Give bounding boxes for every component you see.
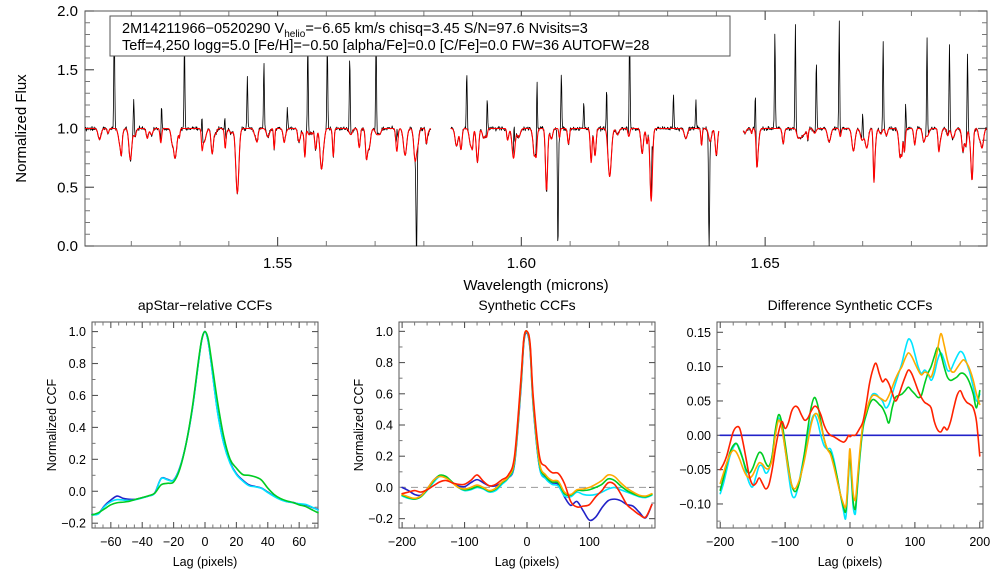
ccf-series-visit-1 <box>91 330 319 516</box>
y-tick-label: 0.2 <box>69 453 86 467</box>
x-tick-label: −60 <box>100 535 121 549</box>
x-tick-label: −100 <box>450 535 478 549</box>
y-tick-label: 0.05 <box>687 394 711 408</box>
x-tick-label: 0 <box>524 535 531 549</box>
y-tick-label: 0.10 <box>687 360 711 374</box>
x-tick-label: 20 <box>229 535 243 549</box>
panel-ylabel: Normalized CCF <box>45 378 59 471</box>
plot-frame <box>398 321 656 529</box>
x-tick-label: 0 <box>202 535 209 549</box>
y-tick-label: −0.10 <box>679 497 711 511</box>
x-tick-label: −200 <box>388 535 416 549</box>
apstar-relative-ccf-panel: apStar−relative CCFs −0.2 0.0 0.2 0.4 0.6 0.8 1… <box>45 297 319 569</box>
synthetic-ccf-panel: Synthetic CCFs −0.2 0.0 0.2 0.4 0.6 0.8 1.0 −200… <box>352 297 656 569</box>
model-spectrum-chip-1 <box>84 127 432 194</box>
x-tick-label: 200 <box>969 535 990 549</box>
model-spectrum-chip-3 <box>742 127 987 183</box>
y-tick-label: 0.0 <box>69 485 86 499</box>
ccf-series-visit-3 <box>91 330 319 516</box>
y-tick-label: 0.5 <box>57 179 78 196</box>
plot-frame <box>716 321 984 529</box>
y-tick-label: 0.8 <box>376 356 393 370</box>
y-tick-label: 0.8 <box>69 357 86 371</box>
panel-xlabel: Lag (pixels) <box>495 555 560 569</box>
panel-title: Difference Synthetic CCFs <box>768 297 933 313</box>
panel-ylabel: Normalized CCF <box>352 378 366 471</box>
y-tick-label: 0.0 <box>376 481 393 495</box>
y-tick-label: 0.0 <box>57 238 78 255</box>
ccf-series-diff-5 <box>719 362 981 490</box>
y-tick-label: 2.0 <box>57 3 78 20</box>
x-tick-label: −200 <box>706 535 734 549</box>
y-tick-label: −0.2 <box>368 512 393 526</box>
y-tick-label: −0.05 <box>679 463 711 477</box>
y-tick-label: −0.2 <box>61 517 86 531</box>
ccf-series-synth-3 <box>401 330 653 500</box>
annotation-line-2: Teff=4,250 logg=5.0 [Fe/H]=−0.50 [alpha/… <box>122 38 649 54</box>
x-tick-label: 0 <box>847 535 854 549</box>
ccf-series-synth-1 <box>401 331 653 522</box>
ccf-series-synth-5 <box>401 330 653 519</box>
y-tick-label: 0.4 <box>69 421 86 435</box>
spectrum-ylabel: Normalized Flux <box>13 74 30 183</box>
annotation-box <box>109 15 731 57</box>
y-tick-label: 1.0 <box>69 325 86 339</box>
x-tick-label: −40 <box>132 535 153 549</box>
difference-synthetic-ccf-panel: Difference Synthetic CCFs −0.10 −0.05 0.00 0… <box>679 297 990 569</box>
panel-xlabel: Lag (pixels) <box>818 555 883 569</box>
x-tick-label: 40 <box>261 535 275 549</box>
y-tick-label: 0.00 <box>687 429 711 443</box>
annotation-line-1: 2M14211966−0520290 Vhelio=−6.65 km/s chi… <box>122 21 588 40</box>
y-tick-label: 0.15 <box>687 326 711 340</box>
ccf-series-visit-2 <box>91 330 319 516</box>
ccf-series-diff-3 <box>719 346 981 514</box>
y-tick-label: 1.0 <box>57 121 78 138</box>
x-tick-label: 1.60 <box>507 255 536 272</box>
spectrum-xlabel: Wavelength (microns) <box>463 277 608 294</box>
ccf-series-synth-2 <box>401 330 653 500</box>
model-spectrum-chip-2 <box>450 127 720 202</box>
spectrum-panel: 0.0 0.5 1.0 1.5 2.0 1.55 1.60 1.65 Wavelength (m… <box>13 3 988 294</box>
x-tick-label: 1.55 <box>263 255 292 272</box>
x-tick-label: −100 <box>771 535 799 549</box>
y-tick-label: 1.0 <box>376 325 393 339</box>
ccf-series-diff-4 <box>719 332 981 509</box>
x-tick-label: 100 <box>579 535 600 549</box>
panel-title: apStar−relative CCFs <box>138 297 272 313</box>
x-tick-label: −20 <box>163 535 184 549</box>
panel-xlabel: Lag (pixels) <box>173 555 238 569</box>
y-tick-label: 0.6 <box>376 387 393 401</box>
observed-spectrum-chip-3 <box>742 20 988 183</box>
y-tick-label: 0.6 <box>69 389 86 403</box>
y-tick-label: 0.4 <box>376 419 393 433</box>
y-tick-label: 1.5 <box>57 62 78 79</box>
observed-spectrum-chip-2 <box>450 25 720 247</box>
y-tick-label: 0.2 <box>376 450 393 464</box>
x-tick-label: 60 <box>292 535 306 549</box>
ccf-series-synth-4 <box>401 330 653 500</box>
panel-title: Synthetic CCFs <box>478 297 575 313</box>
x-tick-label: 1.65 <box>751 255 780 272</box>
x-tick-label: 100 <box>904 535 925 549</box>
plot-frame <box>91 321 319 529</box>
ccf-series-diff-2 <box>719 338 981 520</box>
